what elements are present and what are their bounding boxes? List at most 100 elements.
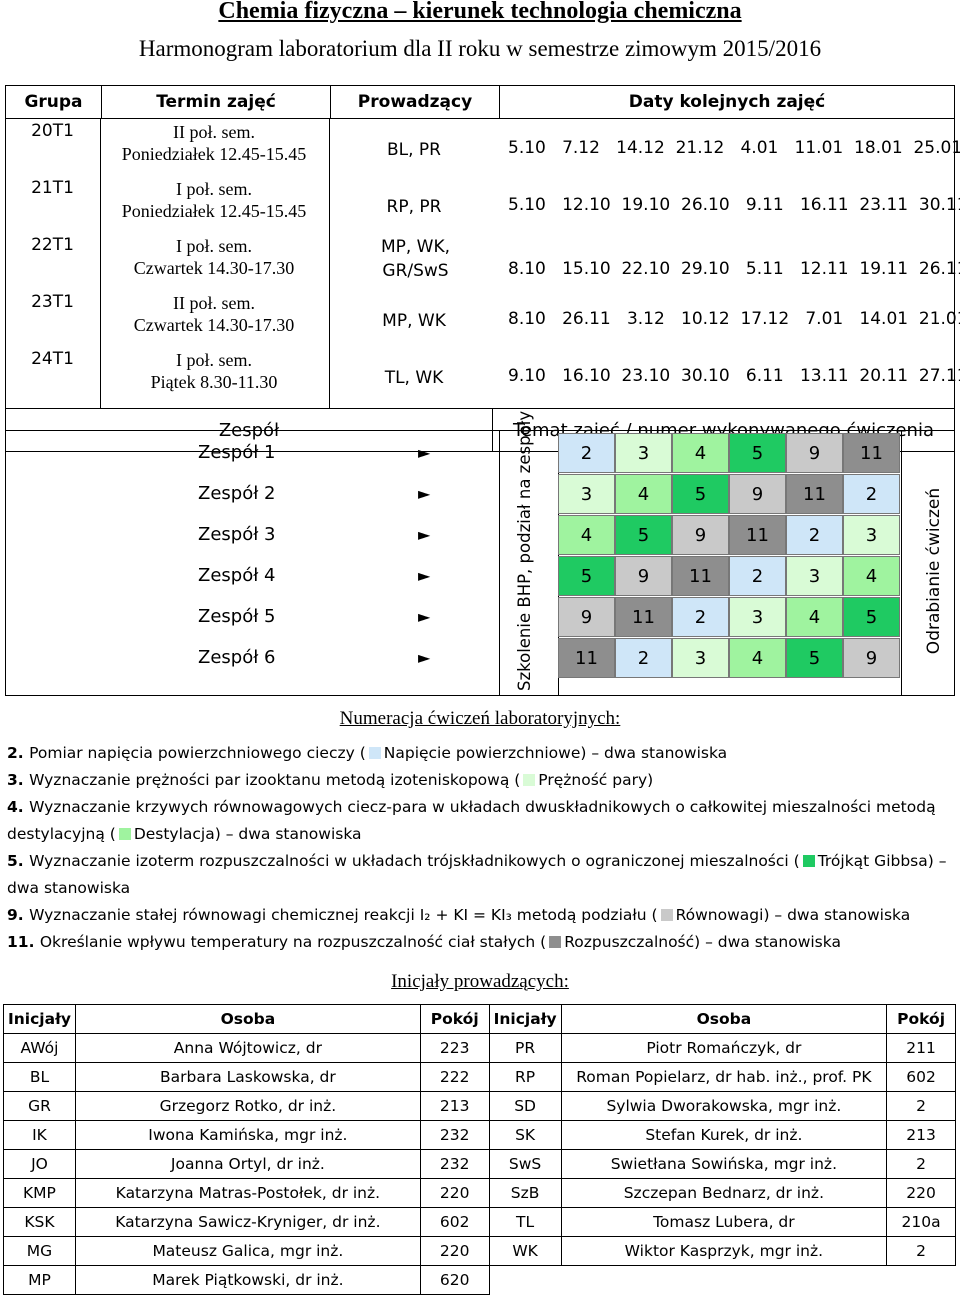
initials-header: Inicjały xyxy=(488,1004,562,1034)
exercise-cell: 4 xyxy=(672,433,729,473)
exercise-cell: 5 xyxy=(672,474,729,514)
initials-cell: 220 xyxy=(886,1178,956,1208)
exercise-cell: 3 xyxy=(729,597,786,637)
initials-cell: 620 xyxy=(419,1265,490,1295)
bhp-label: Szkolenie BHP, podział na zespoły xyxy=(515,410,534,691)
initials-header: Osoba xyxy=(560,1004,888,1034)
exercise-cell: 5 xyxy=(558,556,615,596)
lead-cell: BL, PR xyxy=(386,140,441,160)
dates-cell: 5.10 12.10 19.10 26.10 9.11 16.11 23.11 … xyxy=(508,195,960,215)
dates-cell: 9.10 16.10 23.10 30.10 6.11 13.11 20.11 … xyxy=(508,366,960,386)
exercise-number: 9. xyxy=(7,906,30,924)
exercise-cell: 11 xyxy=(558,638,615,678)
color-swatch xyxy=(549,936,562,948)
table-row: GR Grzegorz Rotko, dr inż. 213 SD Sylwia Dwo… xyxy=(3,1091,956,1121)
term-cell-semester: I poł. sem. xyxy=(176,236,252,256)
arrow-icon: ► xyxy=(418,443,431,462)
exercise-cell: 3 xyxy=(786,556,843,596)
team-label: Zespół 2 xyxy=(198,483,276,504)
initials-cell: Wiktor Kasprzyk, mgr inż. xyxy=(560,1236,888,1266)
initials-cell: PR xyxy=(488,1033,562,1063)
initials-cell: 210a xyxy=(886,1207,956,1237)
group-cell: 20T1 xyxy=(31,121,74,141)
exercise-cell: 2 xyxy=(786,515,843,555)
initials-cell: 220 xyxy=(419,1178,490,1208)
initials-cell: 213 xyxy=(886,1120,956,1150)
initials-heading: Inicjały prowadzących: xyxy=(391,971,569,992)
initials-cell: Mateusz Galica, mgr inż. xyxy=(74,1236,421,1266)
exercise-cell: 9 xyxy=(843,638,900,678)
initials-cell: SwS xyxy=(488,1149,562,1179)
initials-table: Inicjały Osoba Pokój Inicjały Osoba Pokój AWój… xyxy=(3,1004,956,1295)
exercise-cell: 9 xyxy=(729,474,786,514)
table-row: MP Marek Piątkowski, dr inż. 620 xyxy=(3,1265,956,1295)
initials-cell: SzB xyxy=(488,1178,562,1208)
lead-cell: MP, WK xyxy=(382,311,446,331)
exercise-cell: 5 xyxy=(729,433,786,473)
exercise-item: 9. Wyznaczanie stałej równowagi chemiczn… xyxy=(7,906,911,924)
table-row: MG Mateusz Galica, mgr inż. 220 WK Wiktor Ka… xyxy=(3,1236,956,1266)
exercise-item: 4. Wyznaczanie krzywych równowagowych ci… xyxy=(7,798,936,843)
term-cell-semester: II poł. sem. xyxy=(173,122,255,142)
initials-cell: GR xyxy=(3,1091,76,1121)
exercise-cell: 4 xyxy=(786,597,843,637)
initials-cell: Joanna Ortyl, dr inż. xyxy=(74,1149,421,1179)
group-cell: 21T1 xyxy=(31,178,74,198)
exercise-cell: 4 xyxy=(558,515,615,555)
team-label: Zespół 4 xyxy=(198,565,276,586)
exercise-cell: 4 xyxy=(729,638,786,678)
exercise-cell: 4 xyxy=(843,556,900,596)
initials-cell xyxy=(561,1266,887,1295)
initials-header: Pokój xyxy=(419,1004,490,1034)
term-cell-semester: II poł. sem. xyxy=(173,293,255,313)
color-swatch xyxy=(118,828,131,840)
initials-cell: 2 xyxy=(886,1149,956,1179)
initials-cell: 211 xyxy=(886,1033,956,1063)
team-label: Zespół 3 xyxy=(198,524,276,545)
header-term: Termin zajęć xyxy=(101,85,331,119)
exercise-cell: 9 xyxy=(672,515,729,555)
initials-header: Osoba xyxy=(74,1004,421,1034)
initials-cell: 222 xyxy=(419,1062,490,1092)
initials-cell: Iwona Kamińska, mgr inż. xyxy=(74,1120,421,1150)
color-swatch xyxy=(802,855,815,867)
arrow-icon: ► xyxy=(418,484,431,503)
color-swatch xyxy=(660,909,673,921)
initials-cell: WK xyxy=(488,1236,562,1266)
team-label: Zespół 1 xyxy=(198,442,276,463)
initials-cell: RP xyxy=(488,1062,562,1092)
initials-cell: SD xyxy=(488,1091,562,1121)
group-cell: 23T1 xyxy=(31,292,74,312)
exercise-item: 11. Określanie wpływu temperatury na roz… xyxy=(7,933,841,951)
exercise-cell: 2 xyxy=(615,638,672,678)
color-swatch xyxy=(368,747,381,759)
initials-cell: Tomasz Lubera, dr xyxy=(560,1207,888,1237)
initials-cell xyxy=(887,1266,956,1295)
term-cell-day: Poniedziałek 12.45-15.45 xyxy=(121,144,307,164)
initials-cell: TL xyxy=(488,1207,562,1237)
initials-cell: KSK xyxy=(3,1207,76,1237)
initials-cell: 213 xyxy=(419,1091,490,1121)
group-cell: 22T1 xyxy=(31,235,74,255)
exercise-cell: 2 xyxy=(843,474,900,514)
table-row: IK Iwona Kamińska, mgr inż. 232 SK Stefan Ku… xyxy=(3,1120,956,1150)
term-cell-semester: I poł. sem. xyxy=(176,179,252,199)
exercise-cell: 11 xyxy=(729,515,786,555)
lead-cell: MP, WK, GR/SwS xyxy=(380,237,451,281)
exercise-cell: 9 xyxy=(786,433,843,473)
table-row: AWój Anna Wójtowicz, dr 223 PR Piotr Romańcz… xyxy=(3,1033,956,1063)
arrow-icon: ► xyxy=(418,525,431,544)
schedule-divider xyxy=(100,118,101,409)
color-swatch xyxy=(523,774,536,786)
initials-header: Inicjały xyxy=(3,1004,76,1034)
header-dates: Daty kolejnych zajęć xyxy=(499,85,955,119)
term-cell-semester: I poł. sem. xyxy=(176,350,252,370)
initials-cell: Grzegorz Rotko, dr inż. xyxy=(74,1091,421,1121)
term-cell-day: Piątek 8.30-11.30 xyxy=(150,372,278,392)
initials-cell: 2 xyxy=(886,1236,956,1266)
exercise-cell: 5 xyxy=(615,515,672,555)
initials-cell: 602 xyxy=(419,1207,490,1237)
exercise-cell: 2 xyxy=(729,556,786,596)
initials-cell: AWój xyxy=(3,1033,76,1063)
exercise-item: 2. Pomiar napięcia powierzchniowego ciec… xyxy=(7,744,728,762)
